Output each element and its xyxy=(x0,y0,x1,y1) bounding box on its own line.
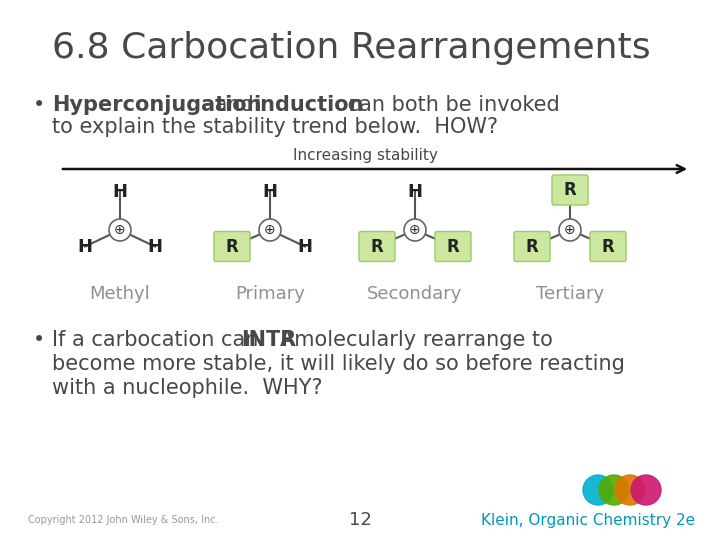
Text: H: H xyxy=(78,238,92,255)
Text: induction: induction xyxy=(253,95,364,115)
Text: If a carbocation can: If a carbocation can xyxy=(52,330,265,350)
Text: H: H xyxy=(408,183,423,201)
Text: Methyl: Methyl xyxy=(89,285,150,303)
Text: H: H xyxy=(263,183,277,201)
FancyBboxPatch shape xyxy=(435,232,471,261)
Text: R: R xyxy=(564,181,577,199)
Text: R: R xyxy=(602,238,614,255)
FancyBboxPatch shape xyxy=(214,232,250,261)
Text: ⊕: ⊕ xyxy=(264,223,276,237)
Text: to explain the stability trend below.  HOW?: to explain the stability trend below. HO… xyxy=(52,117,498,137)
Text: 6.8 Carbocation Rearrangements: 6.8 Carbocation Rearrangements xyxy=(52,31,651,65)
Text: Copyright 2012 John Wiley & Sons, Inc.: Copyright 2012 John Wiley & Sons, Inc. xyxy=(28,515,219,525)
FancyBboxPatch shape xyxy=(552,175,588,205)
Circle shape xyxy=(559,219,581,241)
Text: Increasing stability: Increasing stability xyxy=(292,148,438,163)
Text: R: R xyxy=(371,238,383,255)
Text: Klein, Organic Chemistry 2e: Klein, Organic Chemistry 2e xyxy=(481,512,695,528)
Text: INTR: INTR xyxy=(241,330,296,350)
Text: H: H xyxy=(148,238,163,255)
Text: R: R xyxy=(446,238,459,255)
Text: •: • xyxy=(33,95,45,115)
Circle shape xyxy=(109,219,131,241)
Circle shape xyxy=(631,475,661,505)
Circle shape xyxy=(583,475,613,505)
Text: with a nucleophile.  WHY?: with a nucleophile. WHY? xyxy=(52,378,323,398)
Text: ⊕: ⊕ xyxy=(564,223,576,237)
Text: and: and xyxy=(208,95,261,115)
Circle shape xyxy=(404,219,426,241)
Text: Secondary: Secondary xyxy=(367,285,463,303)
Circle shape xyxy=(615,475,645,505)
Circle shape xyxy=(599,475,629,505)
Text: can both be invoked: can both be invoked xyxy=(341,95,559,115)
Text: •: • xyxy=(33,330,45,350)
Circle shape xyxy=(259,219,281,241)
Text: ⊕: ⊕ xyxy=(409,223,420,237)
Text: R: R xyxy=(225,238,238,255)
Text: Tertiary: Tertiary xyxy=(536,285,604,303)
Text: Hyperconjugation: Hyperconjugation xyxy=(52,95,261,115)
Text: H: H xyxy=(112,183,127,201)
Text: become more stable, it will likely do so before reacting: become more stable, it will likely do so… xyxy=(52,354,625,374)
Text: ⊕: ⊕ xyxy=(114,223,126,237)
Text: Primary: Primary xyxy=(235,285,305,303)
Text: H: H xyxy=(297,238,312,255)
Text: Amolecularly rearrange to: Amolecularly rearrange to xyxy=(280,330,553,350)
FancyBboxPatch shape xyxy=(514,232,550,261)
Text: R: R xyxy=(526,238,539,255)
Text: 12: 12 xyxy=(348,511,372,529)
FancyBboxPatch shape xyxy=(590,232,626,261)
FancyBboxPatch shape xyxy=(359,232,395,261)
